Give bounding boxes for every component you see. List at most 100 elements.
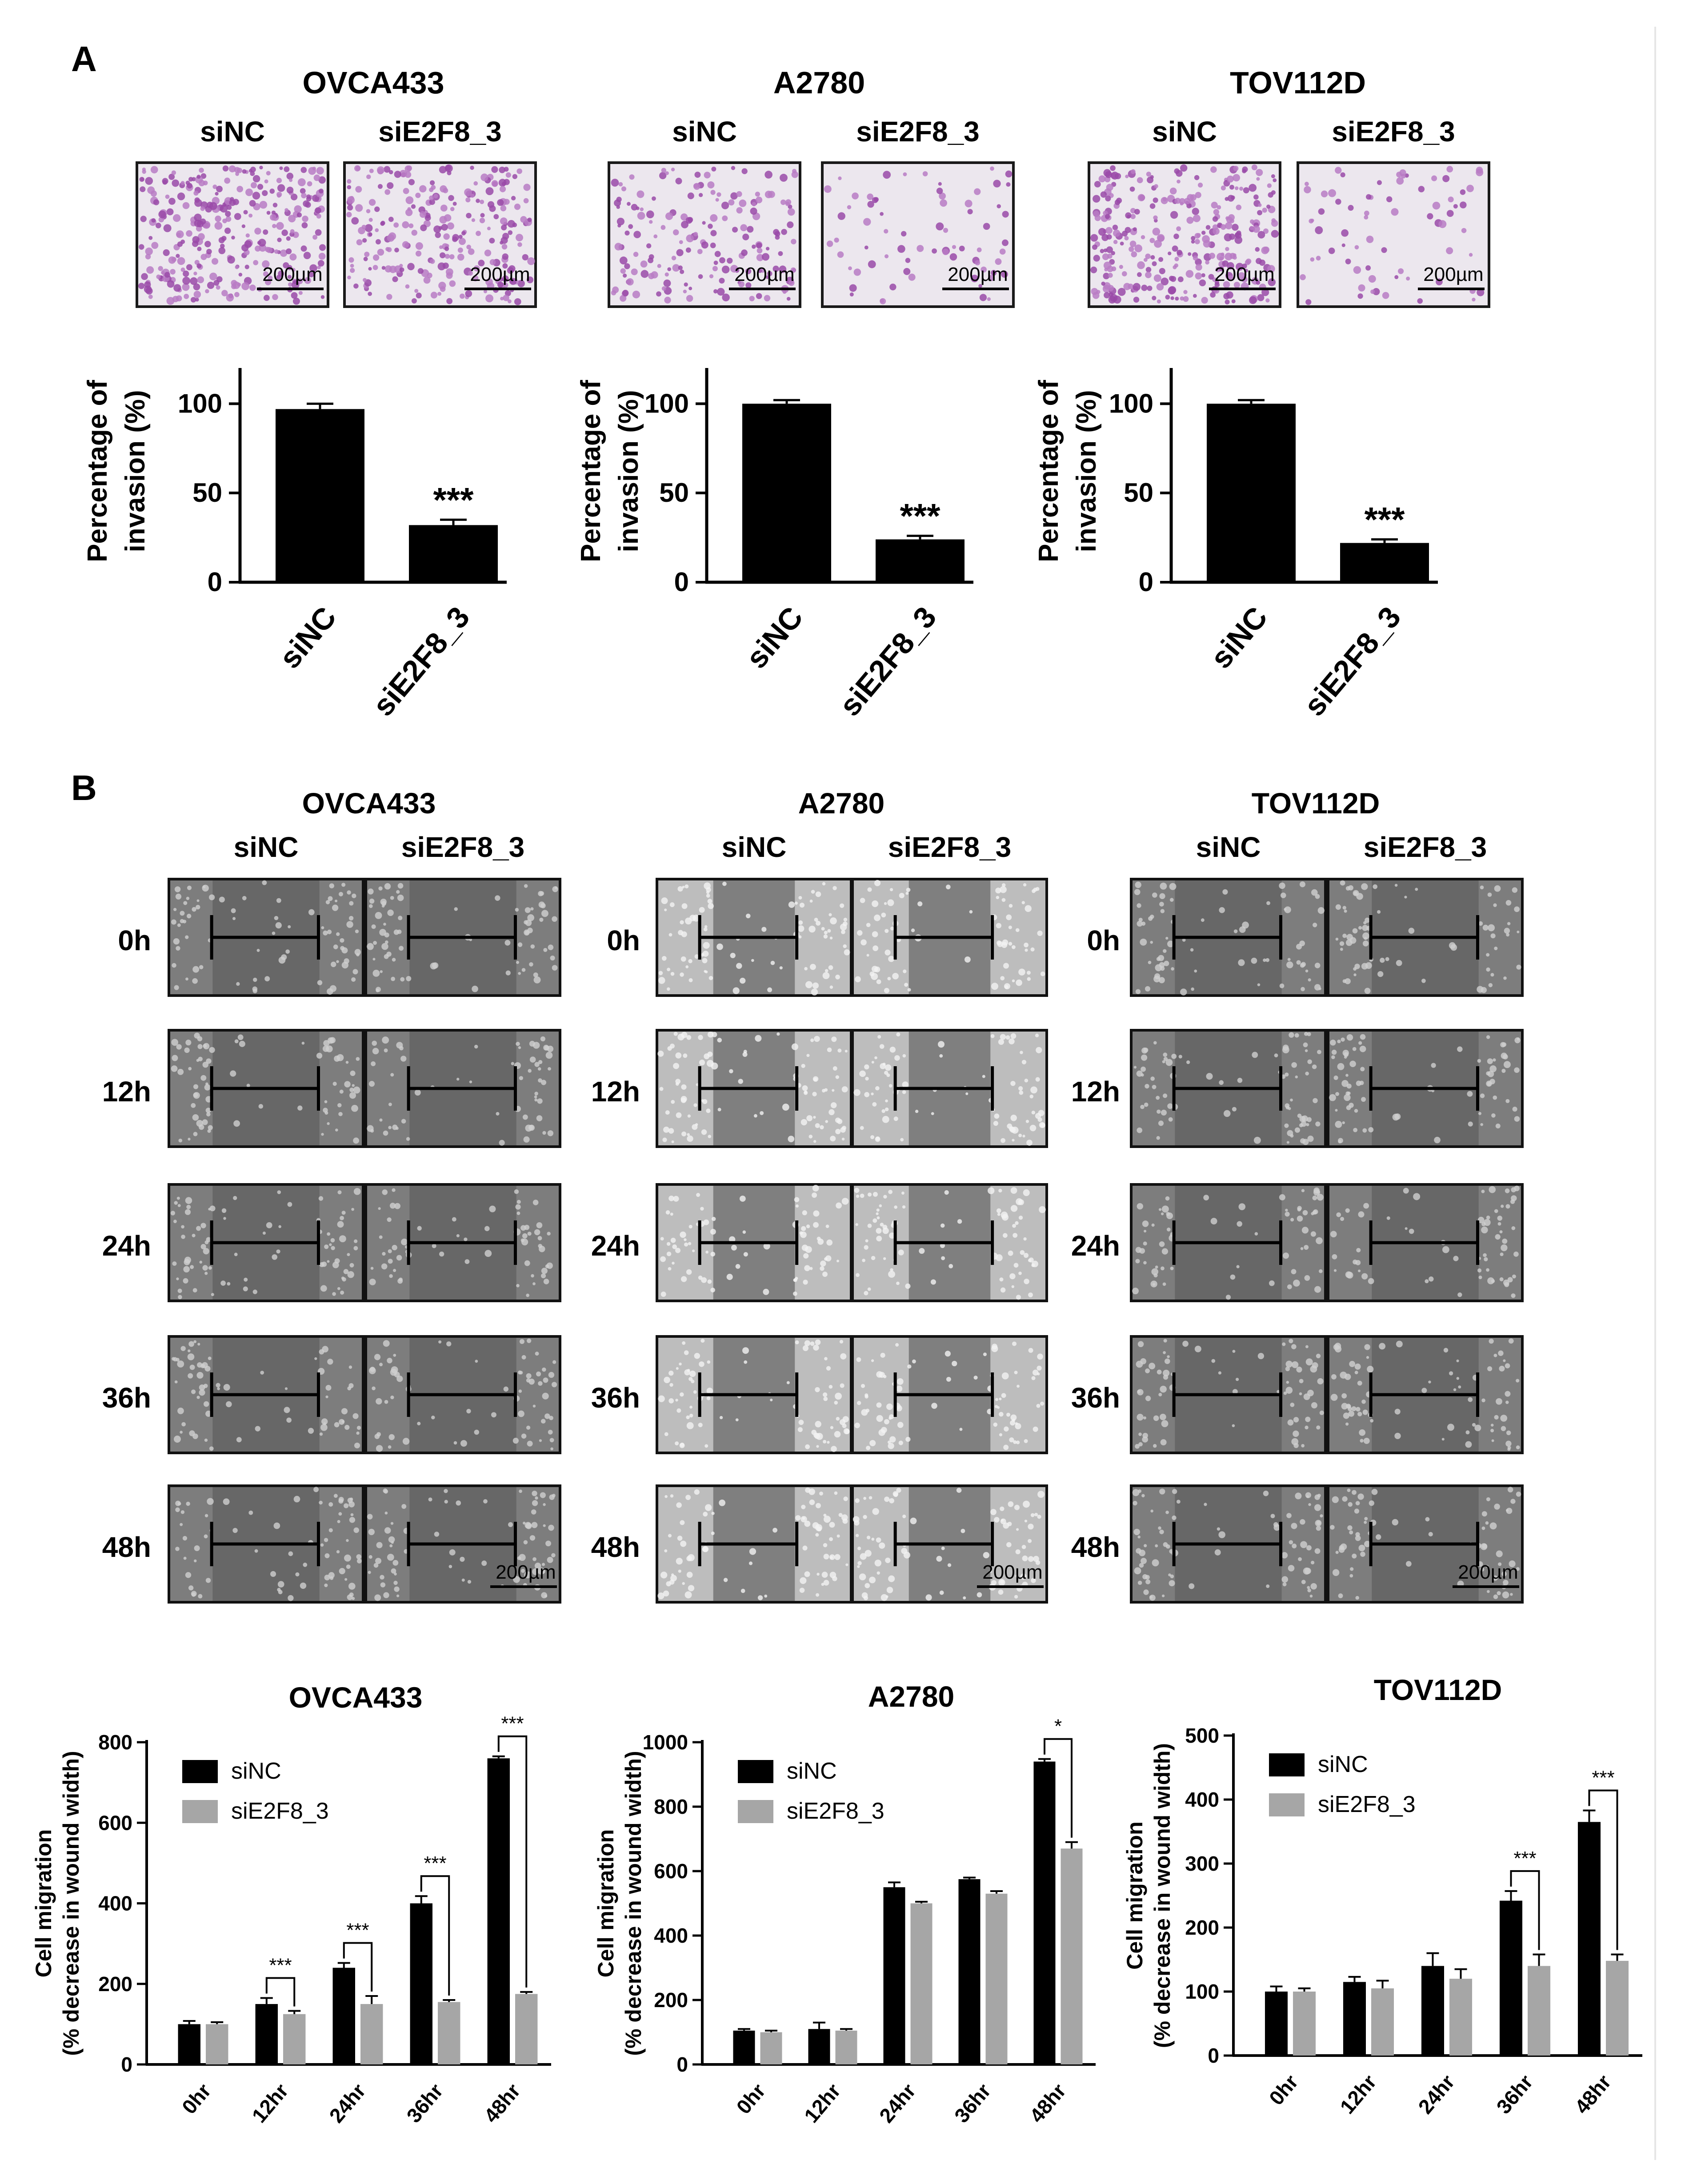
cell-cluster <box>197 1343 200 1346</box>
cell-cluster <box>1354 1109 1358 1113</box>
cell-cluster <box>1285 1208 1288 1212</box>
cell-cluster <box>1151 1223 1155 1227</box>
stained-cell <box>1273 178 1277 182</box>
stained-cell <box>427 272 432 278</box>
cell-cluster <box>175 893 182 900</box>
panel-b-title-2: TOV112D <box>1252 787 1380 820</box>
mig-bar-siNC-48hr <box>1033 1761 1056 2064</box>
cell-cluster <box>552 965 558 971</box>
stained-cell <box>1357 293 1363 299</box>
timepoint-label-36h: 36h <box>102 1382 151 1414</box>
stained-cell <box>526 276 534 284</box>
stained-cell <box>1271 174 1275 178</box>
cell-cluster <box>872 931 878 937</box>
cell-cluster <box>859 1573 866 1580</box>
cell-cluster <box>349 1592 354 1597</box>
stained-cell <box>290 229 295 234</box>
cell-cluster <box>742 1052 748 1057</box>
legend-swatch-siE2F8_3 <box>182 1800 218 1823</box>
cell-cluster <box>1138 1442 1143 1447</box>
stained-cell <box>1236 204 1242 210</box>
cell-cluster <box>1431 1063 1436 1068</box>
stained-cell <box>144 281 151 288</box>
cell-cluster <box>813 1222 819 1228</box>
cell-cluster <box>181 1225 184 1229</box>
cell-cluster <box>1176 1500 1181 1504</box>
cell-cluster <box>1012 1139 1015 1142</box>
stained-cell <box>301 222 308 228</box>
cell-cluster <box>352 1084 355 1087</box>
stained-cell <box>286 236 291 241</box>
cell-cluster <box>173 938 180 945</box>
stained-cell <box>653 234 658 239</box>
stained-cell <box>458 238 466 245</box>
cell-cluster <box>740 1588 745 1593</box>
cell-cluster <box>320 1424 328 1431</box>
stained-cell <box>983 223 990 230</box>
cell-cluster <box>481 1560 487 1566</box>
panel-a-group-sie2f8-0: siE2F8_3 <box>378 116 502 148</box>
cell-cluster <box>668 1534 672 1538</box>
stained-cell <box>1129 186 1135 192</box>
cell-cluster <box>1357 1412 1362 1416</box>
panel-a-group-sie2f8-2: siE2F8_3 <box>1332 116 1455 148</box>
cell-cluster <box>414 1089 421 1096</box>
cell-cluster <box>352 893 356 898</box>
cell-cluster <box>1142 1574 1148 1580</box>
cell-cluster <box>757 1595 763 1600</box>
cell-cluster <box>1287 958 1291 961</box>
cell-cluster <box>333 1494 338 1498</box>
cell-cluster <box>1501 1204 1504 1208</box>
cell-cluster <box>273 1522 280 1529</box>
cell-cluster <box>839 1340 844 1344</box>
cell-cluster <box>209 1205 216 1212</box>
stained-cell <box>176 295 182 302</box>
stained-cell <box>649 220 653 224</box>
stained-cell <box>686 295 693 302</box>
cell-cluster <box>997 1212 1001 1216</box>
cell-cluster <box>856 1273 860 1277</box>
cell-cluster <box>871 1256 876 1260</box>
cell-cluster <box>1305 1568 1311 1574</box>
cell-cluster <box>809 900 813 903</box>
stained-cell <box>978 284 982 288</box>
cell-cluster <box>871 1537 875 1541</box>
cell-cluster <box>1404 896 1407 899</box>
cell-cluster <box>1134 1567 1141 1575</box>
stained-cell <box>867 193 873 200</box>
stained-cell <box>1257 294 1265 301</box>
cell-cluster <box>1307 1032 1311 1036</box>
cell-cluster <box>1305 1425 1309 1430</box>
cell-cluster <box>707 1031 714 1038</box>
cell-cluster <box>841 1514 848 1521</box>
cell-cluster <box>1493 903 1497 907</box>
stained-cell <box>1201 296 1208 304</box>
stained-cell <box>180 267 185 272</box>
cell-cluster <box>185 935 189 939</box>
cell-cluster <box>324 1553 330 1558</box>
cell-cluster <box>820 1266 824 1271</box>
cell-cluster <box>370 1129 374 1133</box>
cell-cluster <box>1137 1414 1144 1421</box>
mig-significance-label: *** <box>269 1954 292 1976</box>
stained-cell <box>694 172 701 178</box>
cell-cluster <box>830 1556 833 1559</box>
cell-cluster <box>885 1107 889 1112</box>
cell-cluster <box>372 1386 376 1391</box>
cell-cluster <box>515 908 519 912</box>
stained-cell <box>193 283 200 291</box>
stained-cell <box>616 196 622 202</box>
stained-cell <box>704 172 711 179</box>
cell-cluster <box>517 1556 521 1560</box>
cell-cluster <box>866 1536 871 1540</box>
cell-cluster <box>878 1429 885 1436</box>
stained-cell <box>500 217 508 225</box>
cell-cluster <box>687 1135 693 1142</box>
cell-cluster <box>845 1049 848 1053</box>
cell-cluster <box>702 958 708 964</box>
cell-cluster <box>1345 1208 1350 1213</box>
mig-y-tick-label: 400 <box>98 1892 132 1915</box>
stained-cell <box>500 236 508 244</box>
cell-cluster <box>895 1343 899 1347</box>
cell-cluster <box>202 1265 208 1271</box>
